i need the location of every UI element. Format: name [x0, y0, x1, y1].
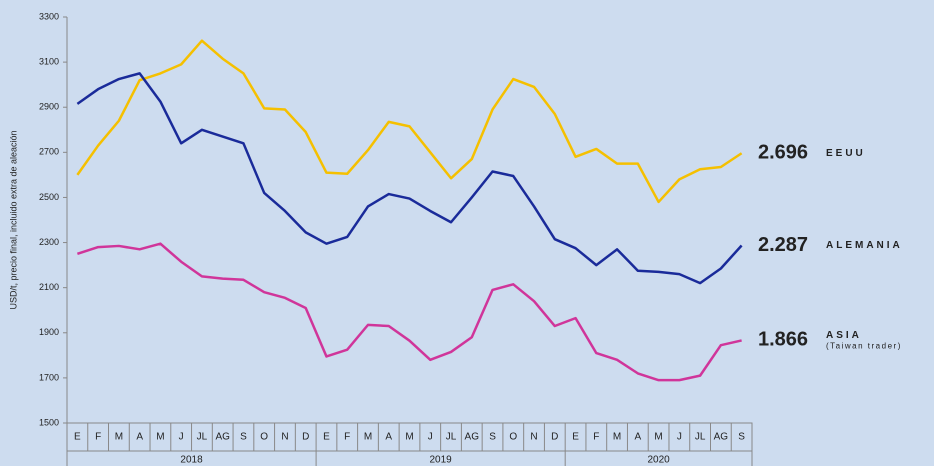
legend-note: (Taiwan trader) [826, 342, 902, 351]
y-tick-label: 2100 [39, 282, 59, 292]
x-tick-label: M [115, 432, 123, 443]
x-tick-label: N [530, 432, 537, 443]
x-tick-label: A [385, 432, 392, 443]
x-tick-label: S [738, 432, 745, 443]
legend-label: ALEMANIA [826, 240, 903, 251]
value-label: 2.287 [758, 234, 808, 256]
x-tick-label: J [428, 432, 433, 443]
x-tick-label: M [156, 432, 164, 443]
x-tick-label: F [95, 432, 101, 443]
x-tick-label: D [302, 432, 309, 443]
x-tick-label: AG [465, 432, 480, 443]
x-tick-label: JL [695, 432, 706, 443]
y-tick-label: 1700 [39, 372, 59, 382]
y-tick-label: 2300 [39, 237, 59, 247]
x-tick-label: M [654, 432, 662, 443]
x-tick-label: D [551, 432, 558, 443]
x-tick-label: A [634, 432, 641, 443]
x-tick-label: M [364, 432, 372, 443]
y-tick-label: 3300 [39, 11, 59, 21]
x-tick-label: O [260, 432, 268, 443]
y-axis-label: USD/t, precio final, incluido extra de a… [8, 130, 18, 309]
x-tick-label: JL [446, 432, 457, 443]
x-tick-label: O [509, 432, 517, 443]
legend-label: EEUU [826, 148, 866, 159]
x-tick-label: S [240, 432, 247, 443]
legend-label: ASIA [826, 330, 862, 341]
series-line [76, 39, 743, 204]
value-label: 1.866 [758, 329, 808, 351]
y-tick-label: 3100 [39, 56, 59, 66]
x-tick-label: AG [714, 432, 729, 443]
year-label: 2019 [430, 455, 453, 466]
x-tick-label: E [74, 432, 81, 443]
x-tick-label: F [593, 432, 599, 443]
y-tick-label: 2700 [39, 147, 59, 157]
year-label: 2020 [647, 455, 670, 466]
x-tick-label: J [179, 432, 184, 443]
x-tick-label: E [572, 432, 579, 443]
x-tick-label: E [323, 432, 330, 443]
x-tick-label: AG [215, 432, 230, 443]
year-label: 2018 [180, 455, 203, 466]
x-tick-label: N [281, 432, 288, 443]
y-tick-label: 1500 [39, 417, 59, 427]
x-tick-label: J [677, 432, 682, 443]
y-tick-label: 2900 [39, 102, 59, 112]
value-label: 2.696 [758, 142, 808, 164]
x-tick-label: S [489, 432, 496, 443]
series-line [76, 72, 743, 285]
x-tick-label: M [613, 432, 621, 443]
x-tick-label: F [344, 432, 350, 443]
x-tick-label: A [136, 432, 143, 443]
y-tick-label: 1900 [39, 327, 59, 337]
series-line [76, 242, 742, 382]
x-tick-label: JL [197, 432, 208, 443]
x-tick-label: M [405, 432, 413, 443]
y-tick-label: 2500 [39, 192, 59, 202]
